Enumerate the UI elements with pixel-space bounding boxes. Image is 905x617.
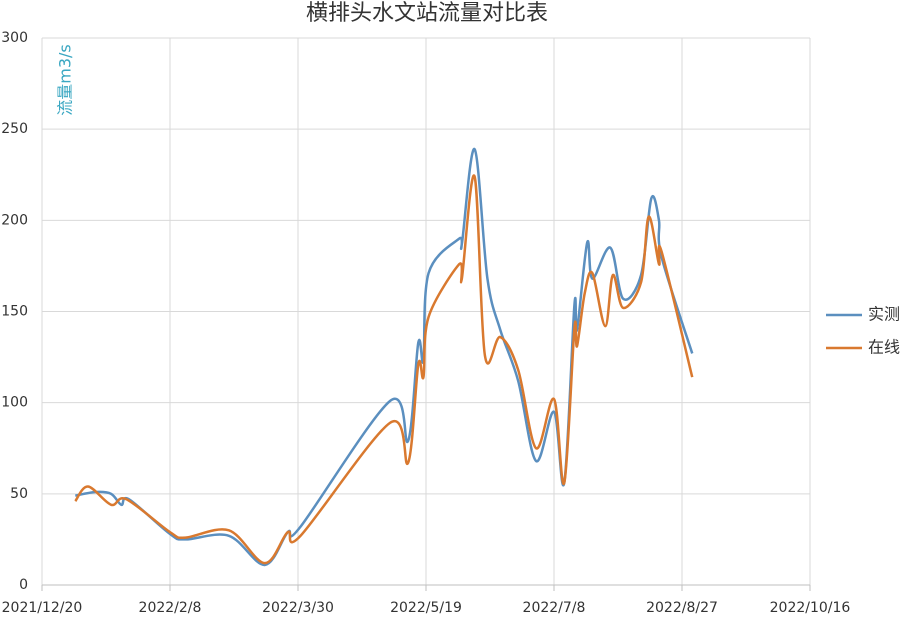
x-tick-label: 2022/5/19 (390, 600, 462, 616)
x-tick-label: 2022/7/8 (523, 600, 586, 616)
y-tick-label: 300 (1, 30, 28, 46)
y-tick-label: 150 (1, 304, 28, 320)
y-tick-label: 100 (1, 395, 28, 411)
x-tick-label: 2022/8/27 (646, 600, 718, 616)
y-axis-label: 流量m3/s (56, 44, 75, 116)
legend-label: 在线 (868, 338, 900, 357)
x-tick-label: 2022/3/30 (262, 600, 334, 616)
line (75, 147, 694, 567)
legend-label: 实测 (868, 305, 900, 324)
line (74, 174, 694, 565)
x-tick-label: 2022/10/16 (770, 600, 851, 616)
x-tick-label: 2022/2/8 (139, 600, 202, 616)
y-tick-label: 200 (1, 212, 28, 228)
x-tick-label: 2021/12/20 (2, 600, 83, 616)
y-tick-label: 0 (19, 577, 28, 593)
y-tick-label: 250 (1, 121, 28, 137)
y-tick-label: 50 (10, 486, 28, 502)
chart-title: 横排头水文站流量对比表 (306, 1, 548, 26)
